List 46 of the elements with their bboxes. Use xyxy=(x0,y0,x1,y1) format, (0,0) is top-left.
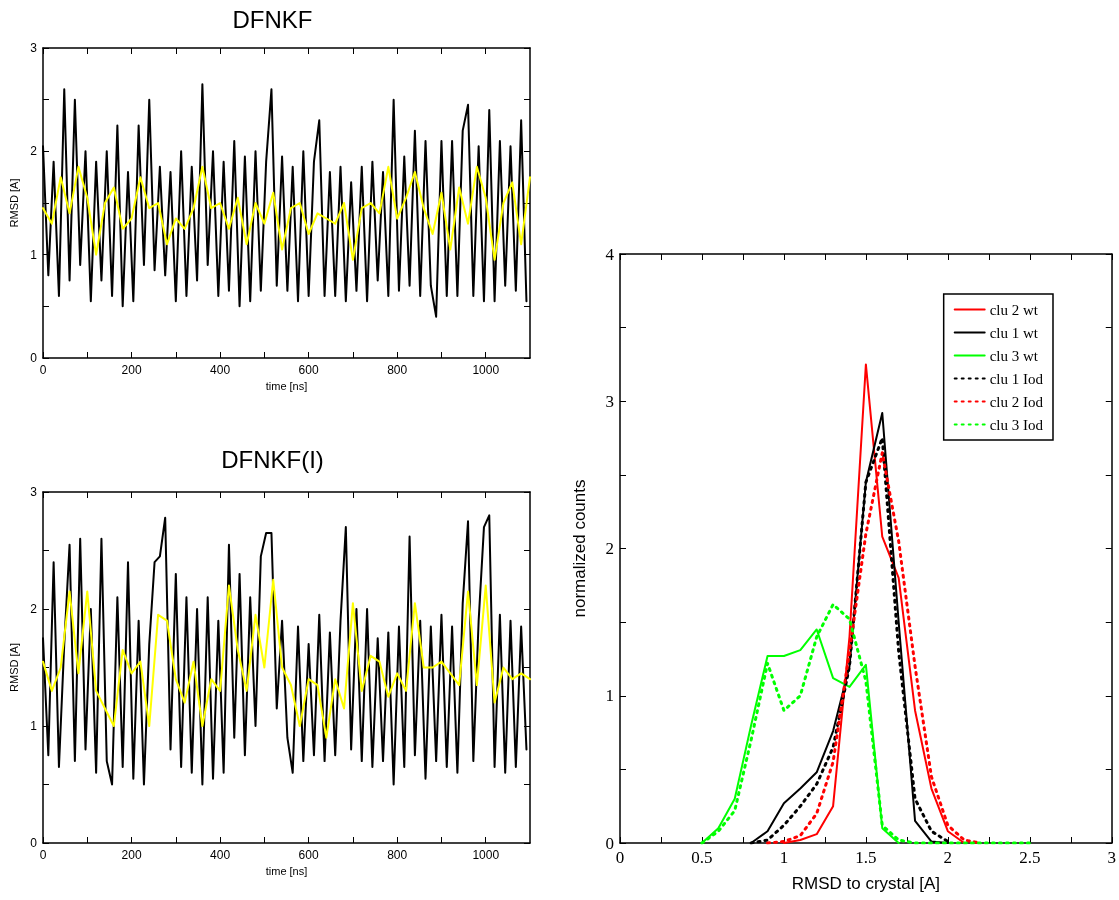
x-tick-label: 600 xyxy=(298,848,319,862)
y-tick-label: 4 xyxy=(605,244,615,264)
x-tick-label: 3 xyxy=(1107,848,1116,867)
legend-label: clu 2 wt xyxy=(989,301,1039,318)
y-tick-label: 2 xyxy=(30,144,38,159)
y-tick-label: 1 xyxy=(605,686,614,706)
chart-title: DFNKF(I) xyxy=(221,445,324,473)
x-tick-label: 800 xyxy=(387,363,408,377)
legend-label: clu 1 wt xyxy=(989,324,1039,341)
y-tick-label: 0 xyxy=(30,836,38,850)
x-axis-title: time [ns] xyxy=(265,865,308,878)
y-tick-label: 3 xyxy=(30,41,38,55)
x-tick-label: 1 xyxy=(779,848,789,867)
y-axis-title: RMSD [A] xyxy=(7,643,20,692)
x-tick-label: 600 xyxy=(298,363,319,377)
y-axis-title: normalized counts xyxy=(570,479,589,618)
x-tick-label: 1000 xyxy=(472,848,500,862)
legend-label: clu 3 Iod xyxy=(989,416,1044,433)
y-tick-label: 0 xyxy=(30,351,38,365)
y-tick-label: 3 xyxy=(605,391,614,411)
y-tick-label: 3 xyxy=(30,485,38,499)
y-tick-label: 1 xyxy=(30,247,38,262)
x-tick-label: 2.5 xyxy=(1019,848,1041,867)
x-tick-label: 1000 xyxy=(472,363,500,377)
x-tick-label: 0.5 xyxy=(691,848,713,867)
x-axis-title: RMSD to crystal [A] xyxy=(791,874,941,893)
y-tick-label: 2 xyxy=(605,539,614,558)
y-axis-title: RMSD [A] xyxy=(7,178,20,228)
x-tick-label: 1.5 xyxy=(855,848,877,867)
x-tick-label: 0 xyxy=(39,363,47,377)
x-tick-label: 0 xyxy=(39,848,47,862)
x-tick-label: 200 xyxy=(121,363,142,377)
line-series xyxy=(42,578,531,739)
line-series xyxy=(42,165,531,261)
legend-label: clu 3 wt xyxy=(989,347,1039,364)
x-tick-label: 800 xyxy=(387,848,408,862)
x-tick-label: 200 xyxy=(121,848,142,862)
legend-label: clu 1 Iod xyxy=(989,370,1044,387)
legend-label: clu 2 Iod xyxy=(989,393,1044,410)
y-tick-label: 2 xyxy=(30,602,38,616)
x-tick-label: 400 xyxy=(210,848,231,862)
chart-title: DFNKF xyxy=(232,5,313,33)
x-axis-title: time [ns] xyxy=(265,380,308,393)
y-tick-label: 1 xyxy=(30,719,38,733)
x-tick-label: 2 xyxy=(943,848,953,867)
x-tick-label: 400 xyxy=(210,363,231,377)
